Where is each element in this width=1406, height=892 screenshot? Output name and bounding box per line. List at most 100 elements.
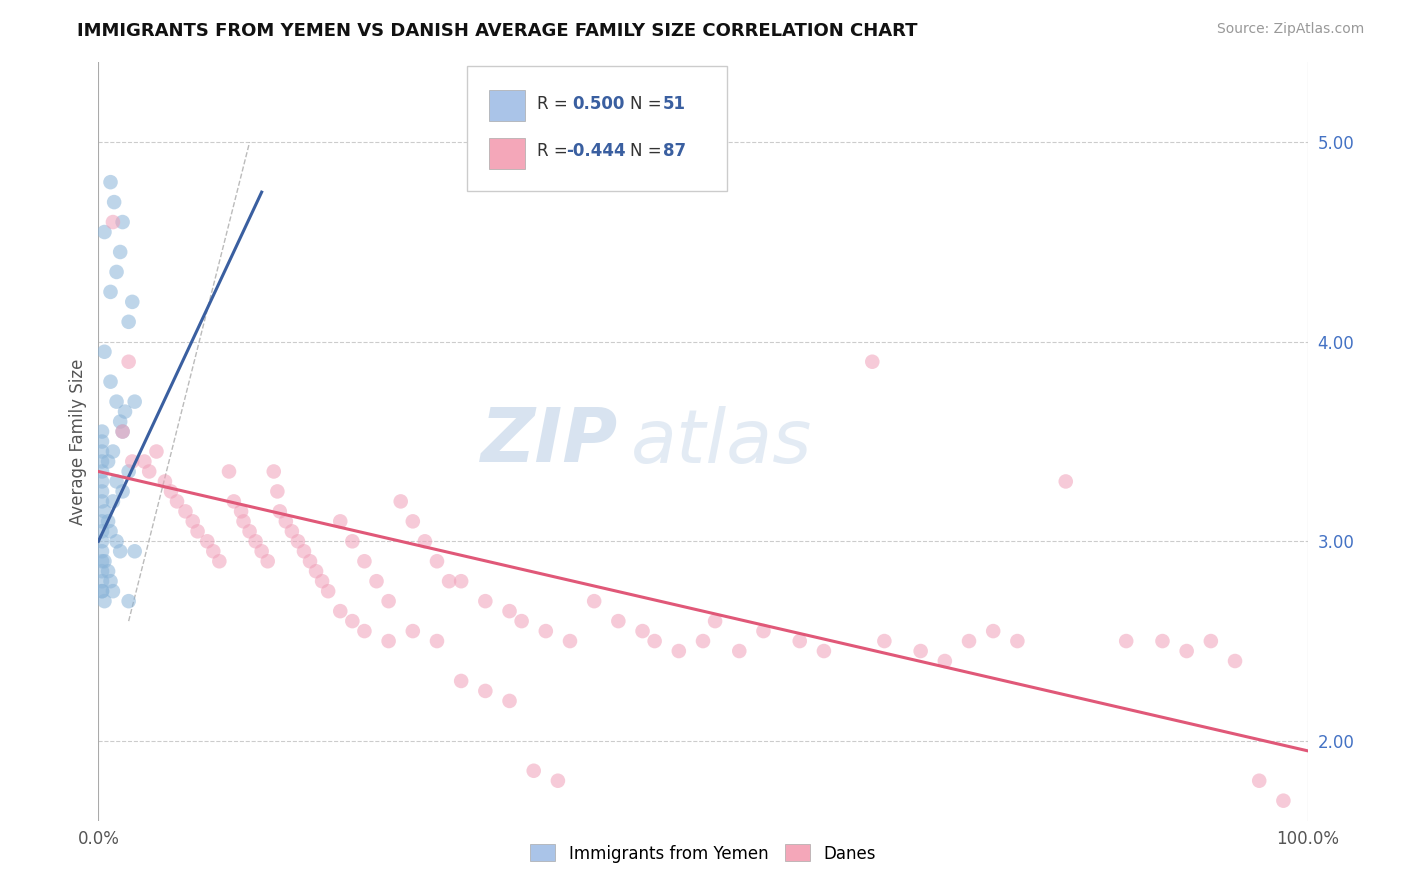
- Point: [305, 564, 328, 578]
- Legend: Immigrants from Yemen, Danes: Immigrants from Yemen, Danes: [523, 838, 883, 869]
- Point: [389, 494, 412, 508]
- Point: [114, 404, 136, 418]
- Point: [250, 544, 273, 558]
- Point: [218, 465, 240, 479]
- Text: R =: R =: [537, 95, 568, 113]
- Point: [1223, 654, 1246, 668]
- Point: [195, 534, 218, 549]
- Point: [93, 504, 115, 518]
- Point: [498, 604, 520, 618]
- Point: [229, 504, 252, 518]
- Point: [111, 425, 134, 439]
- Point: [450, 673, 472, 688]
- Point: [1007, 634, 1029, 648]
- Point: [728, 644, 751, 658]
- Point: [329, 604, 352, 618]
- Text: N =: N =: [630, 95, 662, 113]
- Point: [263, 465, 285, 479]
- Point: [91, 584, 114, 599]
- Point: [202, 544, 225, 558]
- Point: [644, 634, 666, 648]
- Point: [91, 514, 114, 528]
- Point: [101, 444, 124, 458]
- Point: [426, 634, 449, 648]
- Point: [101, 584, 124, 599]
- Point: [121, 454, 143, 468]
- Point: [789, 634, 811, 648]
- Point: [100, 175, 122, 189]
- Point: [437, 574, 460, 589]
- Point: [1115, 634, 1137, 648]
- Point: [101, 215, 124, 229]
- Point: [668, 644, 690, 658]
- Point: [105, 265, 128, 279]
- Point: [124, 394, 146, 409]
- Point: [134, 454, 156, 468]
- Point: [299, 554, 322, 568]
- Point: [91, 444, 114, 458]
- Point: [111, 425, 134, 439]
- Point: [105, 475, 128, 489]
- Point: [316, 584, 339, 599]
- Point: [245, 534, 267, 549]
- Point: [342, 614, 364, 628]
- Point: [269, 504, 291, 518]
- Text: 51: 51: [664, 95, 686, 113]
- Point: [523, 764, 546, 778]
- Point: [160, 484, 183, 499]
- Point: [91, 524, 114, 539]
- Point: [1152, 634, 1174, 648]
- Point: [118, 594, 141, 608]
- Text: -0.444: -0.444: [567, 142, 626, 161]
- Point: [377, 634, 399, 648]
- Point: [93, 344, 115, 359]
- Point: [534, 624, 557, 639]
- Point: [124, 544, 146, 558]
- Point: [474, 594, 496, 608]
- Point: [97, 454, 120, 468]
- Point: [547, 773, 569, 788]
- Point: [752, 624, 775, 639]
- Point: [558, 634, 581, 648]
- Point: [474, 684, 496, 698]
- Point: [91, 574, 114, 589]
- Point: [118, 465, 141, 479]
- Point: [118, 355, 141, 369]
- Point: [450, 574, 472, 589]
- Text: ZIP: ZIP: [481, 405, 619, 478]
- Point: [266, 484, 288, 499]
- Text: 0.500: 0.500: [572, 95, 624, 113]
- Point: [100, 285, 122, 299]
- Point: [97, 514, 120, 528]
- Point: [103, 195, 125, 210]
- Point: [607, 614, 630, 628]
- Point: [91, 534, 114, 549]
- Point: [100, 524, 122, 539]
- Point: [91, 554, 114, 568]
- Point: [510, 614, 533, 628]
- Point: [274, 514, 297, 528]
- Point: [105, 534, 128, 549]
- Point: [631, 624, 654, 639]
- Point: [100, 375, 122, 389]
- Point: [413, 534, 436, 549]
- Point: [91, 475, 114, 489]
- Text: IMMIGRANTS FROM YEMEN VS DANISH AVERAGE FAMILY SIZE CORRELATION CHART: IMMIGRANTS FROM YEMEN VS DANISH AVERAGE …: [77, 22, 918, 40]
- Point: [118, 315, 141, 329]
- Point: [121, 294, 143, 309]
- Point: [1054, 475, 1077, 489]
- Point: [692, 634, 714, 648]
- Point: [93, 225, 115, 239]
- Point: [111, 484, 134, 499]
- Text: R =: R =: [537, 142, 568, 161]
- Point: [232, 514, 254, 528]
- Point: [402, 514, 425, 528]
- Point: [166, 494, 188, 508]
- Point: [91, 494, 114, 508]
- FancyBboxPatch shape: [489, 138, 526, 169]
- Text: 87: 87: [664, 142, 686, 161]
- Point: [981, 624, 1004, 639]
- Point: [329, 514, 352, 528]
- Point: [138, 465, 160, 479]
- Point: [377, 594, 399, 608]
